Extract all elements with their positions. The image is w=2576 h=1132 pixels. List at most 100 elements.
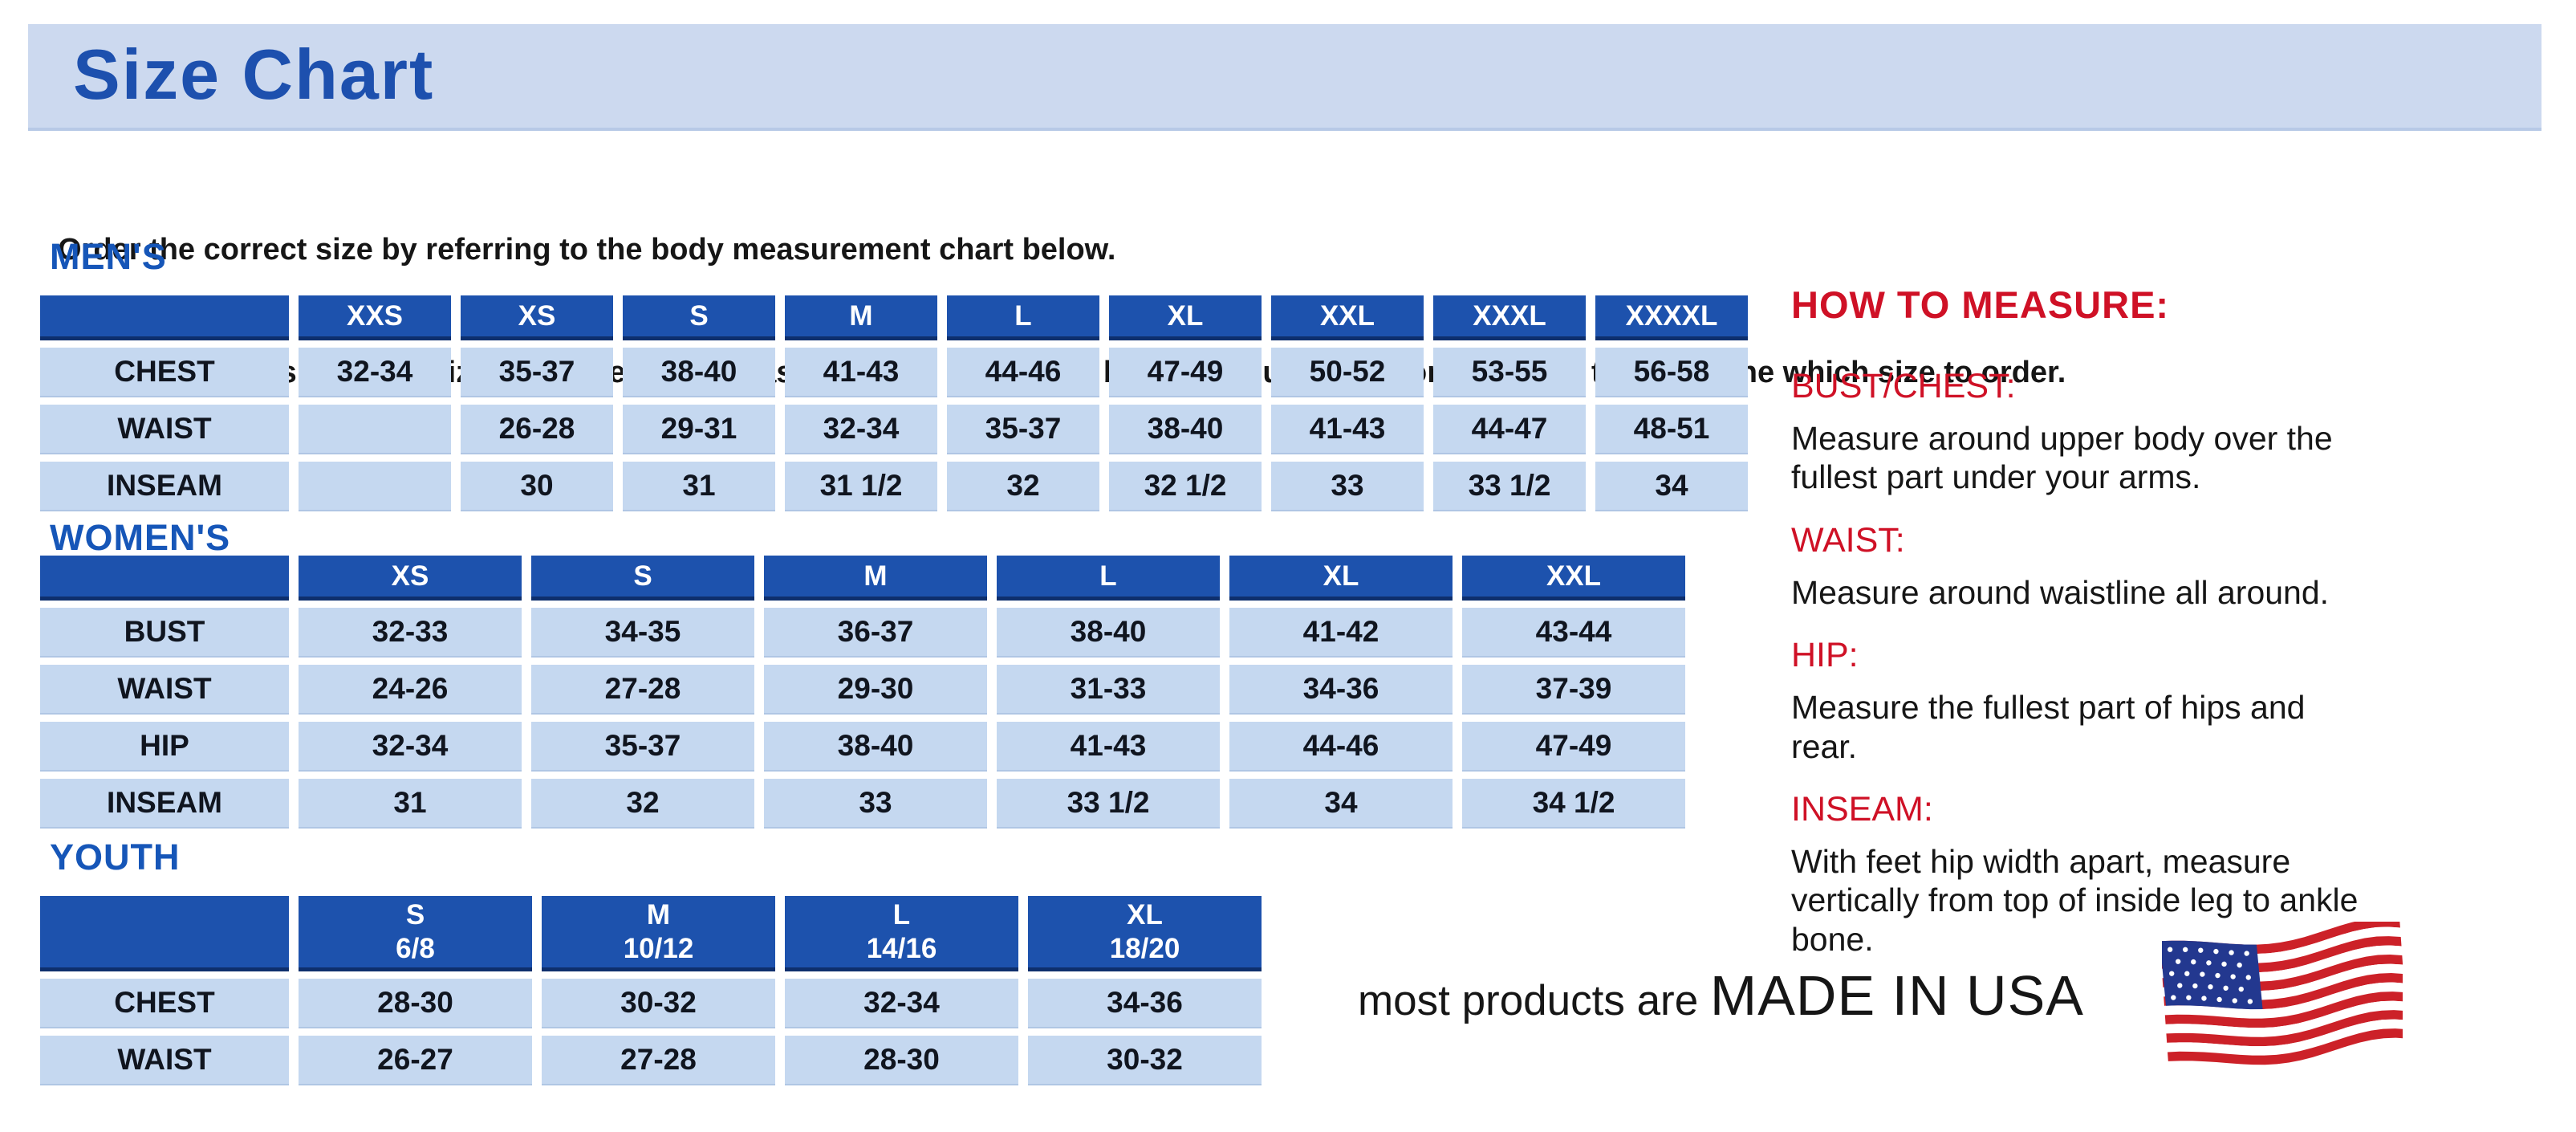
made-in-usa-text: MADE IN USA xyxy=(1709,964,2084,1027)
youth-size-table: S 6/8 M 10/12 L 14/16 XL 18/20 CHEST 28-30 30-32 32… xyxy=(40,896,1262,1085)
size-cell: 34-35 xyxy=(531,608,754,658)
how-to-measure-items: BUST/CHEST: Measure around upper body ove… xyxy=(1791,367,2377,959)
column-header: S xyxy=(531,556,754,601)
size-cell: 34 1/2 xyxy=(1462,779,1685,829)
column-header: XXL xyxy=(1271,295,1424,340)
made-in-usa-line: most products are MADE IN USA xyxy=(1358,963,2084,1028)
flag-star xyxy=(2230,974,2236,979)
flag-star xyxy=(2167,947,2173,952)
flag-star xyxy=(2208,984,2213,990)
column-header: XXL xyxy=(1462,556,1685,601)
page-title-banner: Size Chart xyxy=(28,24,2541,131)
column-header-line: 6/8 xyxy=(396,932,435,964)
how-to-measure-panel: HOW TO MEASURE: BUST/CHEST: Measure aroun… xyxy=(1791,283,2377,959)
column-header: S 6/8 xyxy=(299,896,532,971)
size-cell: 33 xyxy=(1271,462,1424,511)
size-cell: 34-36 xyxy=(1229,665,1453,715)
size-cell: 33 1/2 xyxy=(997,779,1220,829)
column-header: L xyxy=(997,556,1220,601)
column-header: M 10/12 xyxy=(542,896,775,971)
measure-instruction: With feet hip width apart, measure verti… xyxy=(1791,842,2359,958)
column-header-line: 14/16 xyxy=(866,932,937,964)
page-title: Size Chart xyxy=(73,35,435,114)
flag-star xyxy=(2175,959,2181,964)
size-cell: 27-28 xyxy=(542,1036,775,1085)
flag-star xyxy=(2177,983,2183,988)
womens-section-heading: WOMEN'S xyxy=(50,517,231,558)
size-cell: 41-43 xyxy=(997,722,1220,772)
column-header-line: L xyxy=(892,898,911,930)
size-cell: 26-27 xyxy=(299,1036,532,1085)
column-header: M xyxy=(785,295,937,340)
flag-star xyxy=(2213,948,2219,955)
column-header: S xyxy=(623,295,775,340)
column-header-line: S xyxy=(405,898,425,930)
flag-star xyxy=(2191,959,2196,965)
row-label: BUST xyxy=(40,608,289,658)
flag-star xyxy=(2215,972,2220,979)
flag-star xyxy=(2245,975,2251,980)
size-cell: 30-32 xyxy=(1028,1036,1262,1085)
column-header-line: M xyxy=(646,898,671,930)
column-header: XL 18/20 xyxy=(1028,896,1262,971)
flag-star xyxy=(2232,998,2237,1004)
size-cell: 24-26 xyxy=(299,665,522,715)
size-cell: 33 1/2 xyxy=(1433,462,1586,511)
column-header: XL xyxy=(1109,295,1262,340)
flag-star xyxy=(2238,986,2244,992)
size-cell: 47-49 xyxy=(1462,722,1685,772)
row-label: WAIST xyxy=(40,405,289,454)
size-cell: 29-30 xyxy=(764,665,987,715)
size-cell: 28-30 xyxy=(785,1036,1018,1085)
table-corner-cell xyxy=(40,295,289,340)
size-cell: 32-33 xyxy=(299,608,522,658)
size-cell: 30-32 xyxy=(542,979,775,1028)
size-cell: 32-34 xyxy=(785,979,1018,1028)
footer-prefix-text: most products are xyxy=(1358,977,1710,1024)
column-header: XXXXL xyxy=(1595,295,1748,340)
row-label: INSEAM xyxy=(40,779,289,829)
size-cell: 31 xyxy=(623,462,775,511)
size-cell: 34 xyxy=(1595,462,1748,511)
usa-flag-icon xyxy=(2162,922,2403,1065)
flag-star xyxy=(2229,950,2234,955)
size-cell: 38-40 xyxy=(997,608,1220,658)
size-cell: 32-34 xyxy=(785,405,937,454)
size-cell: 56-58 xyxy=(1595,348,1748,397)
row-label: CHEST xyxy=(40,348,289,397)
size-cell: 38-40 xyxy=(1109,405,1262,454)
size-cell: 44-46 xyxy=(1229,722,1453,772)
size-cell: 30 xyxy=(461,462,613,511)
measure-label: WAIST: xyxy=(1791,520,1905,560)
size-cell: 50-52 xyxy=(1271,348,1424,397)
size-cell: 32-34 xyxy=(299,722,522,772)
column-header: L 14/16 xyxy=(785,896,1018,971)
row-label: INSEAM xyxy=(40,462,289,511)
size-cell: 38-40 xyxy=(623,348,775,397)
size-cell: 34 xyxy=(1229,779,1453,829)
size-cell: 36-37 xyxy=(764,608,987,658)
row-label: HIP xyxy=(40,722,289,772)
size-cell: 47-49 xyxy=(1109,348,1262,397)
size-cell: 38-40 xyxy=(764,722,987,772)
how-to-measure-heading: HOW TO MEASURE: xyxy=(1791,283,2170,326)
size-cell: 32 1/2 xyxy=(1109,462,1262,511)
size-cell: 37-39 xyxy=(1462,665,1685,715)
column-header-line: 18/20 xyxy=(1109,932,1180,964)
flag-star xyxy=(2171,995,2176,1000)
column-header: XXS xyxy=(299,295,451,340)
measure-label: HIP: xyxy=(1791,636,1859,675)
column-header: M xyxy=(764,556,987,601)
flag-star xyxy=(2244,951,2249,956)
size-cell: 44-47 xyxy=(1433,405,1586,454)
measure-instruction: Measure around upper body over the fulle… xyxy=(1791,420,2333,496)
table-corner-cell xyxy=(40,556,289,601)
mens-section-heading: MEN'S xyxy=(50,236,167,277)
flag-star xyxy=(2206,960,2212,966)
size-cell: 35-37 xyxy=(947,405,1099,454)
flag-star xyxy=(2247,999,2253,1004)
flag-star xyxy=(2200,971,2205,977)
intro-line-1: Order the correct size by referring to t… xyxy=(58,233,1116,267)
size-cell: 31 xyxy=(299,779,522,829)
